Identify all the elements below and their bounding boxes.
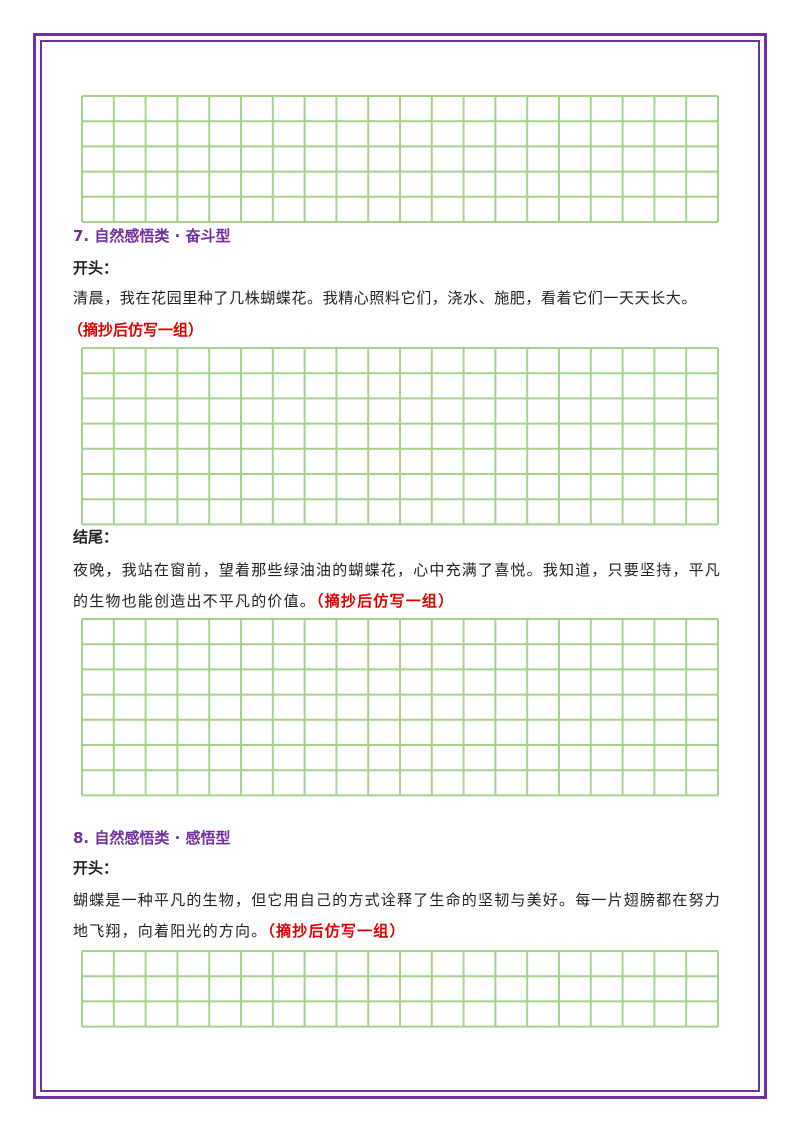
section-heading: 8. 自然感悟类 · 感悟型 bbox=[73, 829, 231, 847]
page-border-inner bbox=[40, 40, 760, 1092]
paragraph: 清晨，我在花园里种了几株蝴蝶花。我精心照料它们，浇水、施肥，看着它们一天天长大。 bbox=[73, 289, 698, 307]
note: （摘抄后仿写一组） bbox=[68, 321, 204, 339]
note: （摘抄后仿写一组） bbox=[267, 922, 406, 940]
note: （摘抄后仿写一组） bbox=[316, 592, 455, 610]
paragraph-text: 夜晚，我站在窗前，望着那些绿油油的蝴蝶花，心中充满了喜悦。我知道，只要坚持，平凡… bbox=[73, 561, 722, 610]
section-heading: 7. 自然感悟类 · 奋斗型 bbox=[73, 227, 231, 245]
paragraph: 蝴蝶是一种平凡的生物，但它用自己的方式诠释了生命的坚韧与美好。每一片翅膀都在努力… bbox=[73, 885, 725, 947]
paragraph-text: 蝴蝶是一种平凡的生物，但它用自己的方式诠释了生命的坚韧与美好。每一片翅膀都在努力… bbox=[73, 891, 722, 940]
page-border bbox=[33, 33, 767, 1099]
paragraph: 夜晚，我站在窗前，望着那些绿油油的蝴蝶花，心中充满了喜悦。我知道，只要坚持，平凡… bbox=[73, 555, 725, 617]
label: 结尾： bbox=[73, 528, 119, 546]
label: 开头： bbox=[73, 859, 119, 877]
label: 开头： bbox=[73, 259, 119, 277]
